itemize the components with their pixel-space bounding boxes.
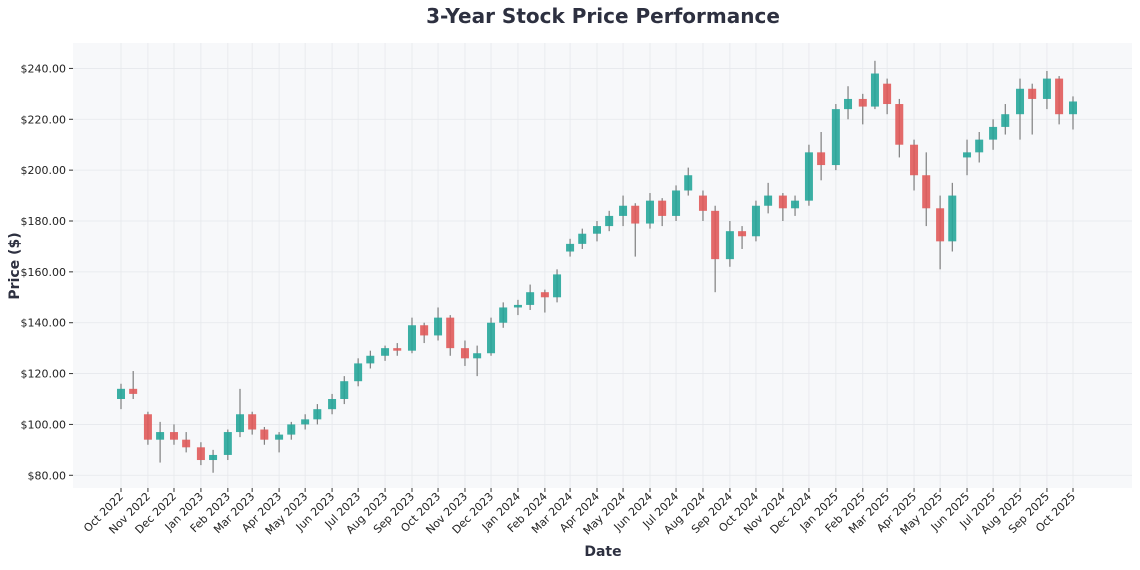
candle-body <box>725 231 734 260</box>
candle-body <box>817 152 826 166</box>
y-tick-label: $240.00 <box>21 62 67 75</box>
candle-body <box>975 139 984 153</box>
candle-body <box>658 200 667 216</box>
candle-body <box>553 274 562 298</box>
candle-body <box>936 208 945 242</box>
candle-body <box>236 414 244 433</box>
candle-body <box>910 144 919 176</box>
candle-body <box>209 454 218 461</box>
candle-body <box>117 388 125 399</box>
y-tick-label: $100.00 <box>21 418 67 431</box>
candle-body <box>248 414 257 430</box>
candle-body <box>407 325 416 351</box>
candle-body <box>1001 114 1010 127</box>
candle-body <box>684 175 693 191</box>
candle-body <box>883 83 892 105</box>
candle-body <box>895 104 904 145</box>
candle-body <box>870 73 879 107</box>
y-tick-label: $160.00 <box>21 266 67 279</box>
candle-body <box>260 429 269 440</box>
candle-body <box>844 98 853 110</box>
candle-body <box>578 233 587 244</box>
candle-body <box>143 414 152 440</box>
candle-body <box>948 195 957 242</box>
candle-body <box>313 409 322 420</box>
y-axis: $80.00 $100.00 $120.00 $140.00 $160.00 $180.0… <box>21 62 73 482</box>
candle-body <box>1028 88 1037 99</box>
candle-body <box>858 98 867 107</box>
candle-body <box>791 200 800 209</box>
candle-body <box>1042 78 1051 99</box>
x-axis-label: Date <box>584 544 621 560</box>
y-tick-label: $180.00 <box>21 215 67 228</box>
candle-body <box>751 205 760 237</box>
candle-body <box>420 325 429 336</box>
candle-body <box>156 432 165 440</box>
candle-body <box>1069 101 1077 115</box>
candle-body <box>619 205 628 216</box>
y-axis-label: Price ($) <box>7 232 23 299</box>
candle-body <box>434 317 443 336</box>
candle-body <box>499 307 508 323</box>
candle-body <box>393 348 402 351</box>
candle-body <box>593 226 601 234</box>
candle-body <box>182 439 191 448</box>
y-tick-label: $120.00 <box>21 368 67 381</box>
y-tick-label: $220.00 <box>21 113 67 126</box>
candle-body <box>287 424 296 435</box>
candle-body <box>540 292 549 298</box>
candle-body <box>711 210 720 260</box>
candle-body <box>989 126 998 140</box>
candles <box>117 60 1077 473</box>
candle-body <box>487 322 496 354</box>
candle-body <box>526 292 535 305</box>
candle-body <box>196 447 205 461</box>
candle-body <box>963 152 972 158</box>
candle-body <box>446 317 455 349</box>
candle-body <box>513 304 522 308</box>
candle-body <box>831 109 840 166</box>
grid-lines <box>73 43 1132 488</box>
candle-body <box>301 419 310 425</box>
candle-body <box>1016 88 1025 115</box>
candle-body <box>340 381 349 399</box>
y-tick-label: $200.00 <box>21 164 67 177</box>
y-tick-label: $140.00 <box>21 317 67 330</box>
candle-body <box>738 231 747 237</box>
chart-title: 3-Year Stock Price Performance <box>426 4 780 28</box>
candle-body <box>922 175 931 209</box>
candle-body <box>473 353 482 359</box>
candle-body <box>764 195 773 206</box>
candle-body <box>566 243 575 252</box>
candle-body <box>698 195 707 211</box>
candle-body <box>366 355 375 364</box>
candle-body <box>804 152 813 201</box>
candle-body <box>645 200 654 224</box>
candle-body <box>328 399 337 410</box>
candle-body <box>129 388 138 394</box>
plot-area <box>73 43 1132 488</box>
candle-body <box>381 348 390 356</box>
candle-body <box>1055 78 1064 115</box>
candle-body <box>223 432 232 455</box>
candle-body <box>354 363 363 382</box>
candle-body <box>275 434 284 440</box>
candle-body <box>778 195 787 209</box>
candle-body <box>631 205 640 224</box>
candle-body <box>672 190 681 216</box>
candle-body <box>605 215 614 227</box>
y-tick-label: $80.00 <box>28 469 67 482</box>
candle-body <box>169 432 178 440</box>
candle-body <box>460 348 469 359</box>
